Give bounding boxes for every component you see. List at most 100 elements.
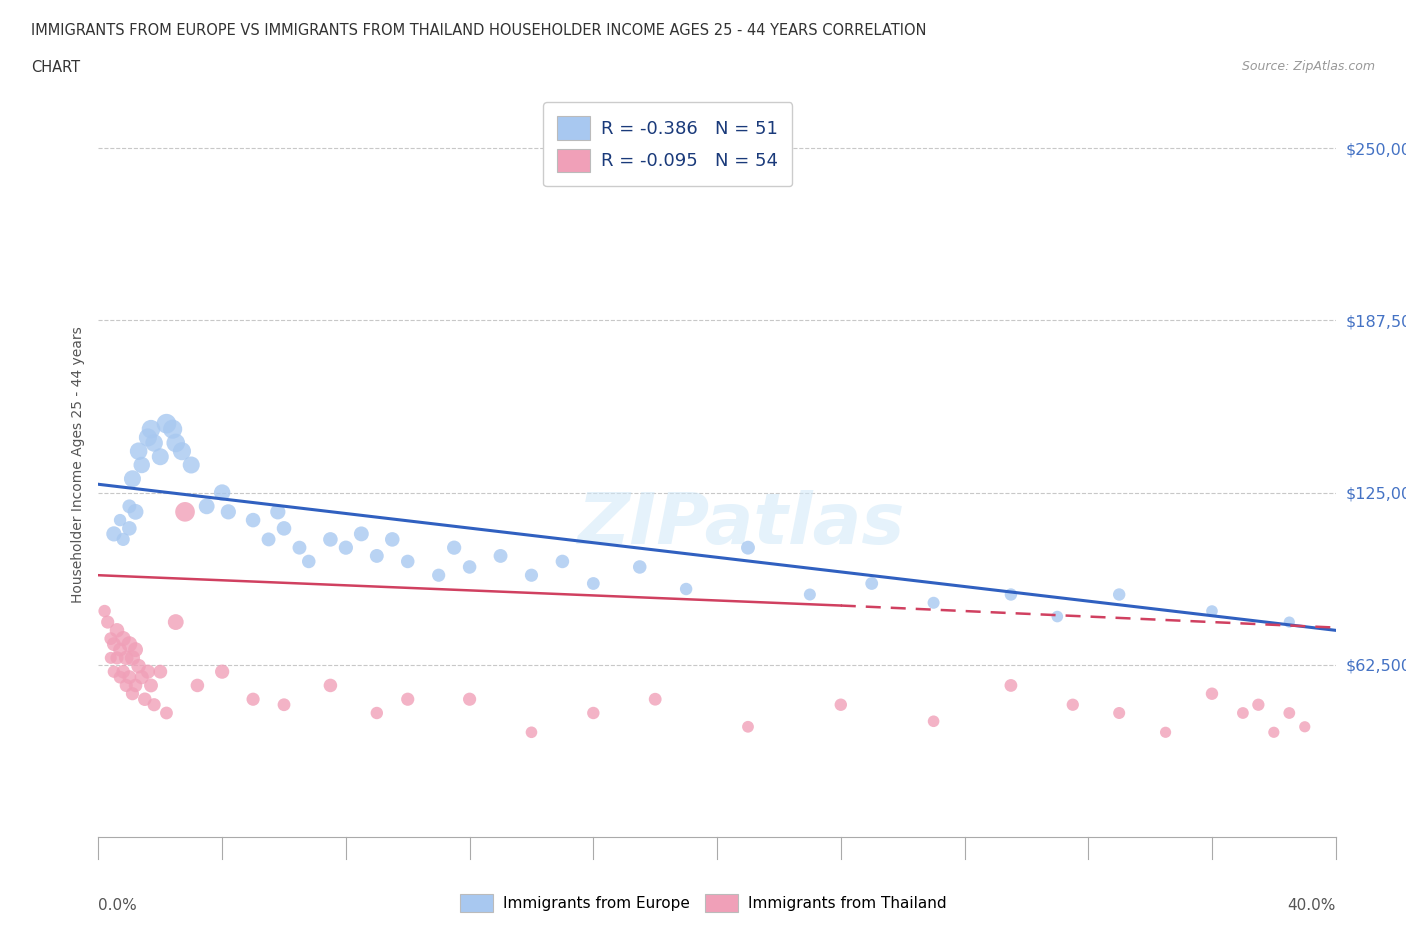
Point	[136, 664, 159, 679]
Point	[112, 664, 135, 679]
Point	[257, 532, 280, 547]
Point	[737, 719, 759, 734]
Point	[1232, 706, 1254, 721]
Point	[121, 472, 143, 486]
Point	[737, 540, 759, 555]
Point	[1278, 706, 1301, 721]
Point	[267, 504, 290, 519]
Point	[174, 504, 197, 519]
Point	[1108, 706, 1130, 721]
Point	[582, 576, 605, 591]
Point	[1278, 615, 1301, 630]
Point	[1294, 719, 1316, 734]
Legend: R = -0.386   N = 51, R = -0.095   N = 54: R = -0.386 N = 51, R = -0.095 N = 54	[543, 102, 792, 186]
Point	[1247, 698, 1270, 712]
Point	[103, 664, 125, 679]
Point	[155, 706, 177, 721]
Point	[366, 549, 388, 564]
Point	[143, 698, 166, 712]
Point	[1263, 724, 1285, 739]
Point	[195, 498, 218, 513]
Point	[922, 714, 945, 729]
Point	[1154, 724, 1177, 739]
Point	[165, 435, 187, 450]
Point	[211, 485, 233, 500]
Point	[143, 435, 166, 450]
Point	[139, 678, 162, 693]
Point	[273, 698, 295, 712]
Point	[165, 615, 187, 630]
Point	[1201, 686, 1223, 701]
Point	[128, 444, 150, 458]
Point	[100, 650, 122, 665]
Point	[1000, 587, 1022, 602]
Point	[100, 631, 122, 646]
Point	[149, 664, 172, 679]
Point	[136, 430, 159, 445]
Point	[582, 706, 605, 721]
Point	[180, 458, 202, 472]
Point	[118, 637, 141, 652]
Point	[124, 504, 146, 519]
Point	[1108, 587, 1130, 602]
Point	[830, 698, 852, 712]
Point	[1201, 604, 1223, 618]
Point	[458, 692, 481, 707]
Text: 0.0%: 0.0%	[98, 897, 138, 912]
Y-axis label: Householder Income Ages 25 - 44 years: Householder Income Ages 25 - 44 years	[70, 326, 84, 604]
Point	[124, 643, 146, 658]
Text: ZIPatlas: ZIPatlas	[578, 490, 905, 559]
Point	[108, 512, 131, 527]
Point	[288, 540, 311, 555]
Text: CHART: CHART	[31, 60, 80, 75]
Point	[103, 526, 125, 541]
Point	[520, 568, 543, 583]
Point	[108, 670, 131, 684]
Text: Source: ZipAtlas.com: Source: ZipAtlas.com	[1241, 60, 1375, 73]
Point	[105, 650, 128, 665]
Point	[93, 604, 115, 618]
Point	[427, 568, 450, 583]
Text: IMMIGRANTS FROM EUROPE VS IMMIGRANTS FROM THAILAND HOUSEHOLDER INCOME AGES 25 - : IMMIGRANTS FROM EUROPE VS IMMIGRANTS FRO…	[31, 23, 927, 38]
Point	[628, 560, 651, 575]
Point	[520, 724, 543, 739]
Point	[799, 587, 821, 602]
Point	[186, 678, 208, 693]
Point	[211, 664, 233, 679]
Point	[118, 670, 141, 684]
Point	[115, 678, 138, 693]
Point	[675, 581, 697, 596]
Point	[1046, 609, 1069, 624]
Point	[366, 706, 388, 721]
Point	[155, 417, 177, 432]
Point	[644, 692, 666, 707]
Point	[112, 532, 135, 547]
Point	[1000, 678, 1022, 693]
Point	[396, 692, 419, 707]
Point	[273, 521, 295, 536]
Point	[396, 554, 419, 569]
Point	[319, 532, 342, 547]
Point	[298, 554, 321, 569]
Point	[551, 554, 574, 569]
Point	[1062, 698, 1084, 712]
Point	[139, 421, 162, 436]
Point	[458, 560, 481, 575]
Point	[131, 670, 153, 684]
Point	[105, 623, 128, 638]
Point	[489, 549, 512, 564]
Point	[335, 540, 357, 555]
Point	[149, 449, 172, 464]
Point	[121, 650, 143, 665]
Point	[162, 421, 184, 436]
Point	[170, 444, 193, 458]
Point	[319, 678, 342, 693]
Point	[217, 504, 239, 519]
Point	[242, 692, 264, 707]
Point	[121, 686, 143, 701]
Point	[860, 576, 883, 591]
Legend: Immigrants from Europe, Immigrants from Thailand: Immigrants from Europe, Immigrants from …	[454, 888, 952, 918]
Text: 40.0%: 40.0%	[1288, 897, 1336, 912]
Point	[242, 512, 264, 527]
Point	[128, 658, 150, 673]
